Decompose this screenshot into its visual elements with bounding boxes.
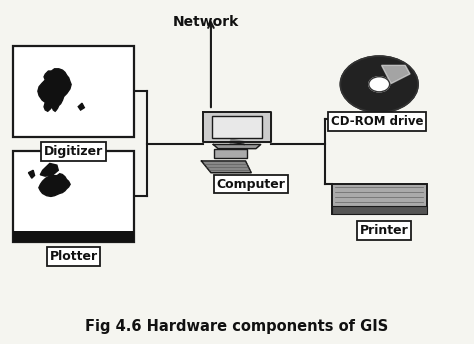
Bar <box>214 149 247 158</box>
Bar <box>212 116 262 138</box>
Text: Network: Network <box>173 15 239 30</box>
Bar <box>13 45 134 137</box>
Polygon shape <box>39 174 70 196</box>
Text: Digitizer: Digitizer <box>44 145 103 158</box>
Text: CD-ROM drive: CD-ROM drive <box>330 115 423 128</box>
Polygon shape <box>201 161 251 173</box>
Polygon shape <box>78 103 84 110</box>
Circle shape <box>340 56 418 112</box>
Polygon shape <box>203 112 271 142</box>
Bar <box>13 151 134 241</box>
Bar <box>332 184 427 214</box>
Bar <box>332 206 427 214</box>
Text: Printer: Printer <box>360 224 408 237</box>
Polygon shape <box>38 69 71 111</box>
Text: Plotter: Plotter <box>49 250 98 263</box>
Polygon shape <box>40 163 58 176</box>
Polygon shape <box>213 144 261 149</box>
Bar <box>13 230 134 241</box>
Polygon shape <box>28 170 35 178</box>
Text: Fig 4.6 Hardware components of GIS: Fig 4.6 Hardware components of GIS <box>85 319 389 334</box>
Text: Computer: Computer <box>217 178 286 191</box>
Circle shape <box>369 77 390 92</box>
Polygon shape <box>382 65 410 84</box>
